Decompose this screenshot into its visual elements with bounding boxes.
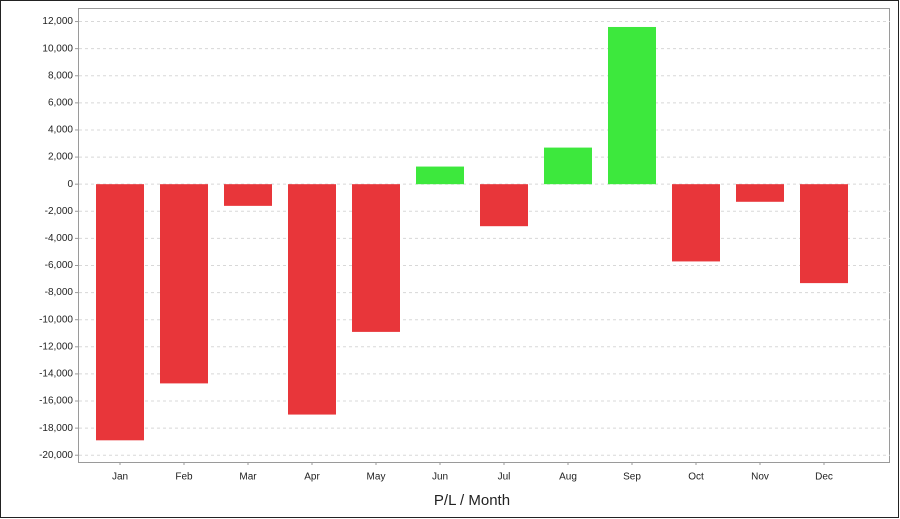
bar (416, 166, 464, 185)
bar (672, 184, 720, 262)
x-axis-title: P/L / Month (434, 492, 510, 509)
y-tick-label: -16,000 (39, 396, 73, 407)
bar (608, 26, 656, 185)
y-tick-label: 4,000 (48, 125, 73, 136)
y-tick-label: 10,000 (42, 43, 73, 54)
x-tick-label: Dec (815, 472, 833, 483)
y-tick-label: -14,000 (39, 369, 73, 380)
x-tick-label: Nov (751, 472, 769, 483)
y-tick-label: -10,000 (39, 314, 73, 325)
x-tick-label: Oct (688, 472, 704, 483)
y-tick-label: -8,000 (45, 287, 74, 298)
x-tick-label: Apr (304, 472, 320, 483)
y-tick-label: -4,000 (45, 233, 74, 244)
bar (96, 184, 144, 441)
y-tick-label: 8,000 (48, 70, 73, 81)
bar (352, 184, 400, 332)
bar (800, 184, 848, 284)
bar (224, 184, 272, 206)
y-tick-label: 0 (67, 179, 73, 190)
x-tick-label: Jun (432, 472, 448, 483)
bar (160, 184, 208, 384)
y-tick-label: -12,000 (39, 341, 73, 352)
y-tick-label: 2,000 (48, 152, 73, 163)
bar (544, 147, 592, 185)
y-tick-label: -20,000 (39, 450, 73, 461)
x-tick-label: Jul (498, 472, 511, 483)
y-tick-label: 6,000 (48, 98, 73, 109)
y-tick-label: -6,000 (45, 260, 74, 271)
x-tick-label: Feb (175, 472, 193, 483)
y-tick-label: 12,000 (42, 16, 73, 27)
x-tick-label: Jan (112, 472, 128, 483)
x-tick-label: May (367, 472, 386, 483)
x-tick-label: Mar (239, 472, 257, 483)
plot-area (78, 8, 890, 463)
y-tick-label: -2,000 (45, 206, 74, 217)
x-tick-label: Sep (623, 472, 641, 483)
bar (480, 184, 528, 227)
x-tick-label: Aug (559, 472, 577, 483)
bar (288, 184, 336, 415)
y-tick-label: -18,000 (39, 423, 73, 434)
bar (736, 184, 784, 202)
